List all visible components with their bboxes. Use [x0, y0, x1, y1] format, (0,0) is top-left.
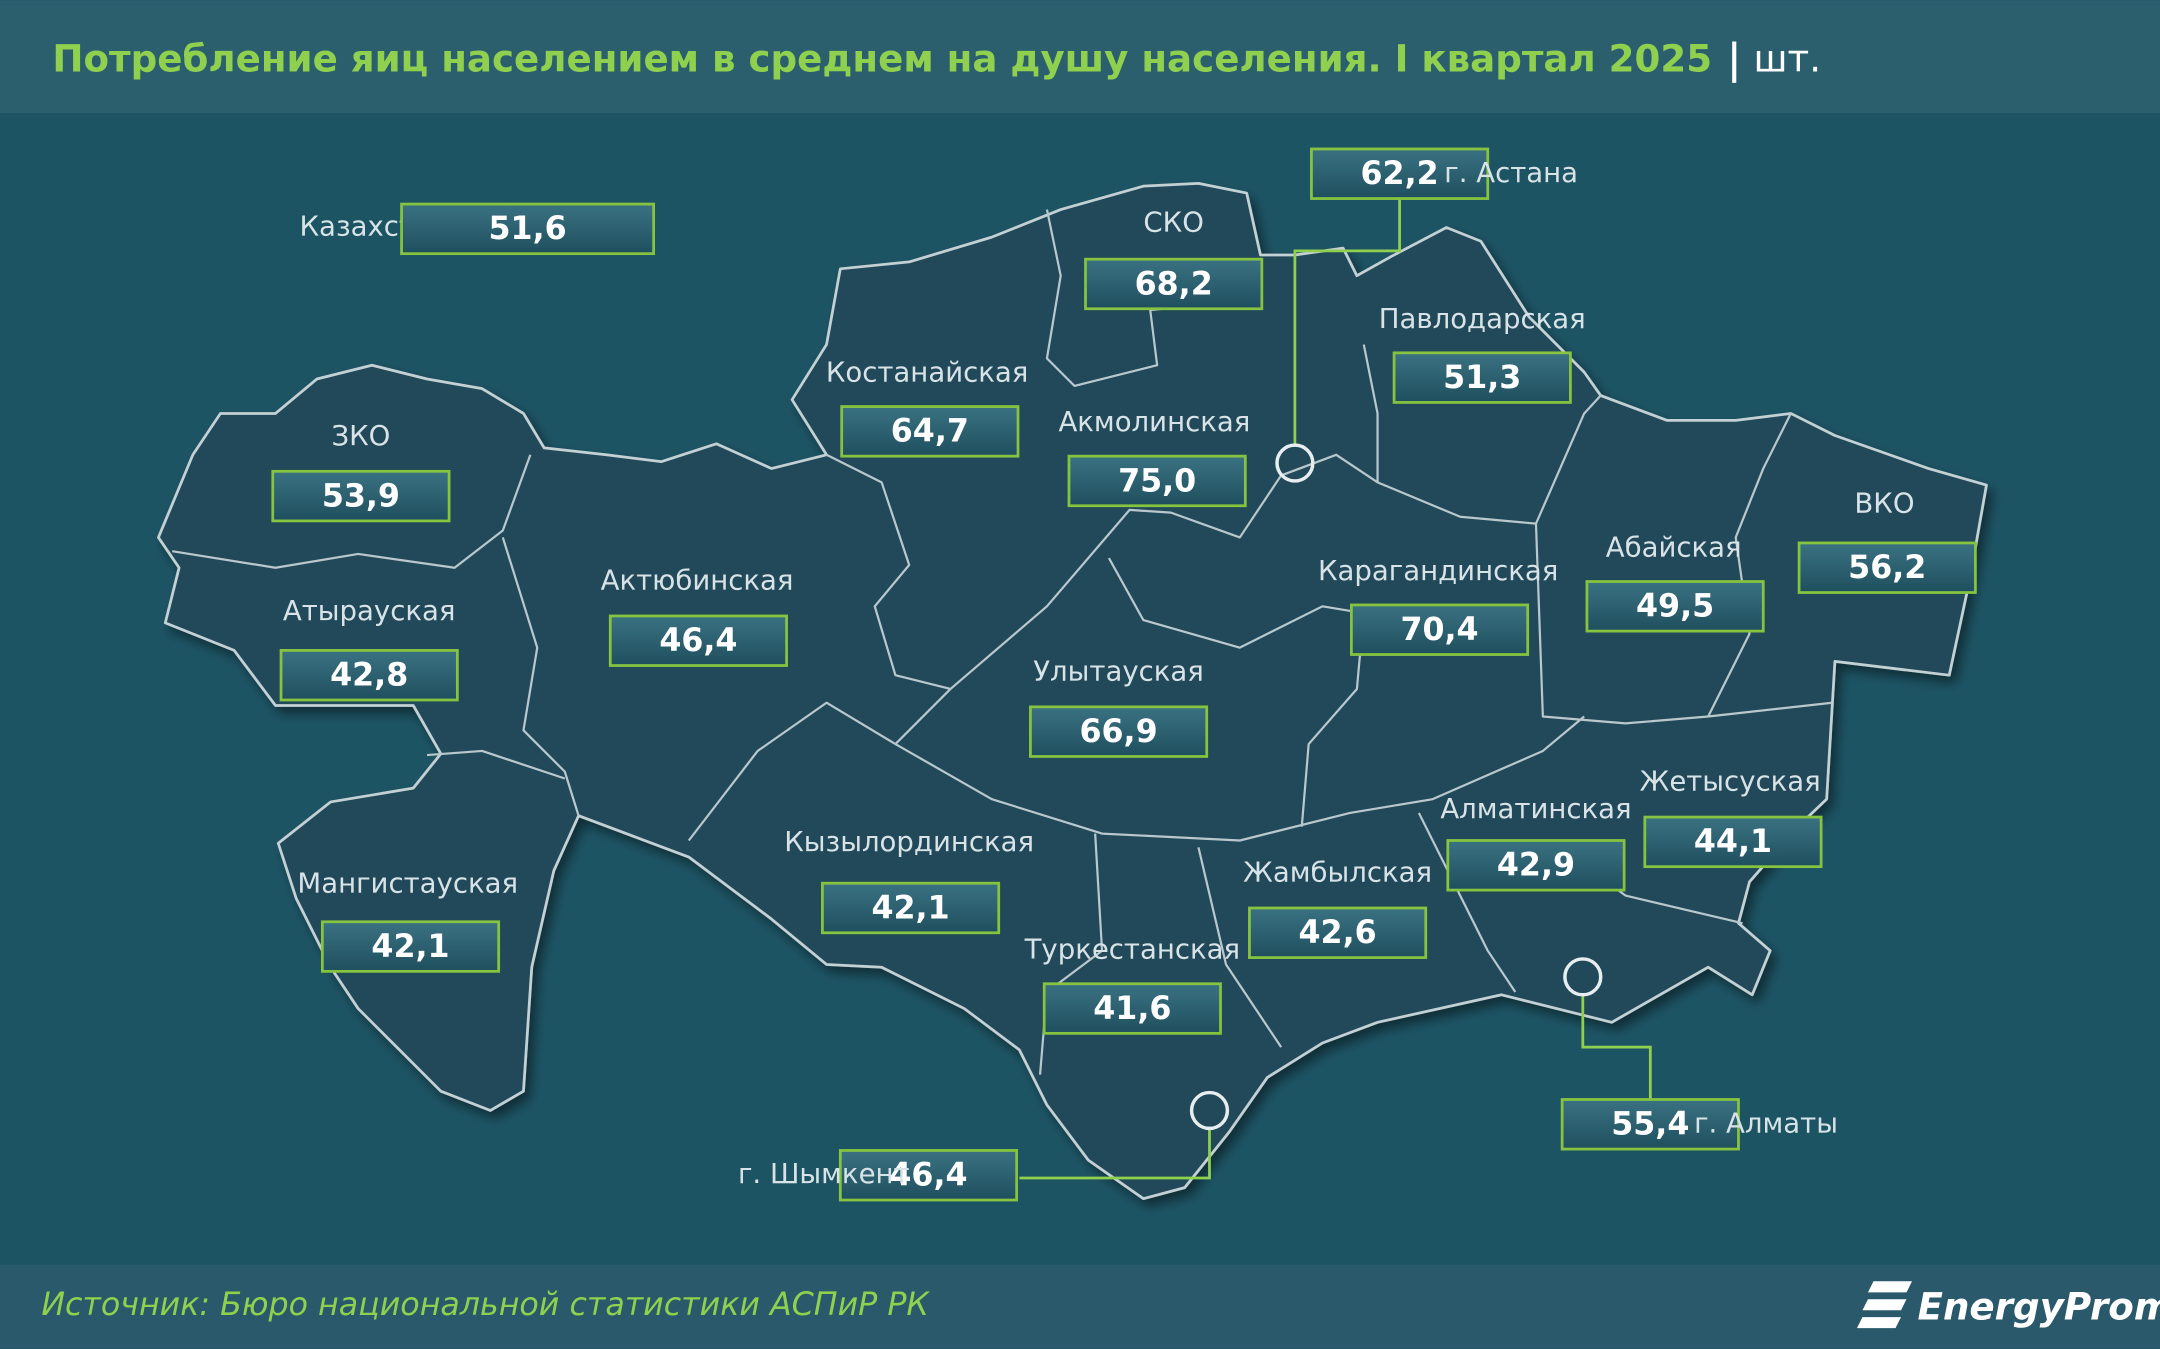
value-label: 44,1 [1694, 824, 1772, 860]
title: Потребление яиц населением в среднем на … [52, 36, 1712, 80]
region-name: Атырауская [283, 595, 456, 627]
logo-icon [1856, 1281, 1913, 1329]
value-box [1084, 257, 1264, 311]
city-name: г. Шымкент [738, 1158, 910, 1190]
value-box [1560, 1098, 1740, 1151]
region-border [172, 454, 532, 569]
value-box [1392, 351, 1572, 404]
region-name: СКО [1143, 206, 1203, 238]
value-label: 42,9 [1497, 848, 1575, 884]
value-box [400, 202, 656, 256]
region-name: Карагандинская [1318, 555, 1558, 587]
value-label: 68,2 [1135, 266, 1213, 302]
value-box [1029, 705, 1209, 758]
region-name: Актюбинская [601, 565, 794, 597]
city-connectors [1019, 198, 1652, 1180]
unit: шт. [1754, 36, 1822, 80]
region-border [1534, 412, 1792, 725]
region-border [1377, 394, 1602, 525]
region-border [1708, 701, 1833, 718]
region-name: Мангистауская [297, 868, 518, 900]
region-name: Туркестанская [1024, 934, 1241, 966]
value-box [271, 469, 451, 523]
value-label: 42,1 [871, 890, 949, 926]
value-label: 46,4 [889, 1158, 967, 1194]
value-label: 51,3 [1443, 360, 1521, 396]
region-border [501, 537, 580, 817]
value-label: 53,9 [322, 478, 400, 514]
city-name: г. Астана [1444, 157, 1578, 189]
value-label: 42,8 [330, 658, 408, 694]
value-box [1446, 839, 1626, 892]
city-marker [1189, 1090, 1230, 1131]
value-box [1350, 603, 1530, 656]
region-name: Павлодарская [1379, 303, 1586, 335]
value-label: 49,5 [1636, 589, 1714, 625]
connector-line [1293, 198, 1401, 444]
value-label: 42,6 [1299, 915, 1377, 951]
city-marker [1275, 443, 1315, 483]
connector-line [1581, 996, 1652, 1100]
region-border [949, 344, 1379, 690]
region-name: Жетысуская [1640, 766, 1821, 798]
region-name: Жамбылская [1243, 857, 1432, 889]
header-band [0, 0, 2160, 114]
country-outline [157, 182, 1988, 1201]
value-box [838, 1149, 1019, 1202]
value-box [1042, 982, 1222, 1035]
country-map [157, 182, 1988, 1201]
value-box [821, 881, 1001, 935]
region-name: Алматинская [1440, 793, 1631, 825]
value-box [1797, 541, 1977, 594]
value-box [1067, 454, 1247, 508]
region-border [687, 453, 952, 842]
value-box [1643, 815, 1823, 869]
connector-line [1019, 1129, 1211, 1180]
value-label: 55,4 [1611, 1107, 1689, 1143]
region-name: Костанайская [826, 357, 1029, 389]
value-label: 56,2 [1848, 550, 1926, 586]
value-label: 75,0 [1118, 463, 1196, 499]
logo: EnergyProm [1856, 1281, 2160, 1329]
region-border [1107, 557, 1365, 827]
region-name: Кызылординская [784, 826, 1034, 858]
region-name: Акмолинская [1058, 406, 1250, 438]
logo-text: EnergyProm [1918, 1284, 2160, 1328]
value-box [279, 649, 459, 702]
value-box [320, 920, 501, 973]
value-label: 46,4 [659, 623, 737, 659]
value-box [840, 405, 1020, 458]
value-box [1310, 147, 1490, 200]
region-name: Абайская [1606, 531, 1742, 563]
value-label: 70,4 [1400, 612, 1478, 648]
value-label: 51,6 [489, 211, 567, 247]
region-border [426, 749, 566, 780]
value-box [608, 614, 788, 667]
value-label: 62,2 [1361, 156, 1439, 192]
footer-band [0, 1264, 2160, 1349]
value-box [1248, 906, 1428, 959]
value-label: 66,9 [1079, 714, 1157, 750]
region-name: Улытауская [1033, 655, 1204, 687]
region-name: ВКО [1854, 487, 1914, 519]
value-box [1585, 580, 1765, 633]
city-marker [1563, 957, 1603, 997]
region-name: ЗКО [331, 420, 390, 452]
value-label: 41,6 [1093, 991, 1171, 1027]
value-label: 64,7 [891, 414, 969, 450]
source: Источник: Бюро национальной статистики А… [41, 1287, 930, 1323]
city-name: г. Алматы [1694, 1107, 1838, 1139]
value-label: 42,1 [371, 929, 449, 965]
region-border [894, 715, 1585, 842]
